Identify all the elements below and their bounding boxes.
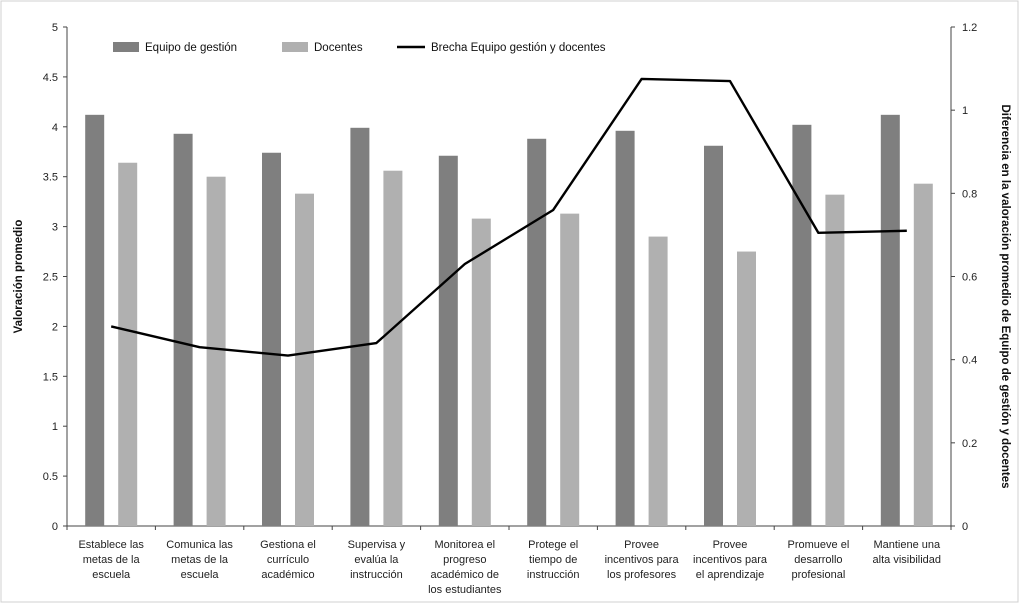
bar-equipo-gestion — [173, 133, 193, 526]
category-label-line: alta visibilidad — [873, 554, 941, 566]
category-label-line: Protege el — [528, 539, 578, 551]
category-label-line: Mantiene una — [873, 539, 941, 551]
category-label-line: los estudiantes — [428, 584, 502, 596]
y2-tick-label: 0.8 — [962, 188, 977, 200]
category-label-line: profesional — [791, 569, 845, 581]
y-tick-label: 5 — [52, 22, 58, 34]
bar-equipo-gestion — [792, 124, 812, 526]
category-label-line: Provee — [713, 539, 748, 551]
y2-tick-label: 0.6 — [962, 272, 977, 284]
bar-docentes — [118, 162, 138, 526]
legend-label-docentes: Docentes — [314, 42, 363, 54]
category-label: Protege el tiempo de instrucción — [527, 539, 580, 581]
y-tick-label: 0.5 — [43, 471, 58, 483]
bar-equipo-gestion — [438, 155, 458, 526]
category-label-line: académico de — [431, 569, 500, 581]
category-label: Establece las metas de la escuela — [78, 539, 144, 581]
y2-tick-label: 0.4 — [962, 355, 977, 367]
bar-equipo-gestion — [704, 145, 723, 526]
bar-docentes — [471, 218, 491, 526]
category-label: Mantiene una alta visibilidad — [873, 539, 941, 566]
bar-equipo-gestion — [527, 138, 547, 526]
category-label-line: Comunica las — [166, 539, 233, 551]
bar-docentes — [913, 183, 933, 526]
category-label: Comunica las metas de la escuela — [166, 539, 233, 581]
y-tick-label: 2.5 — [43, 272, 58, 284]
bar-equipo-gestion — [85, 114, 105, 526]
y2-tick-label: 0 — [962, 521, 968, 533]
category-label-line: currículo — [267, 554, 309, 566]
y-tick-label: 1 — [52, 421, 58, 433]
y2-tick-label: 1 — [962, 105, 968, 117]
category-label-line: Promueve el — [788, 539, 850, 551]
legend-label-equipo: Equipo de gestión — [145, 42, 237, 54]
category-label-line: instrucción — [527, 569, 580, 581]
bar-docentes — [383, 170, 403, 526]
category-label-line: tiempo de — [529, 554, 577, 566]
y-tick-label: 3.5 — [43, 172, 58, 184]
category-label-line: escuela — [181, 569, 220, 581]
category-label-line: Monitorea el — [435, 539, 496, 551]
bar-equipo-gestion — [262, 152, 281, 527]
y2-tick-label: 0.2 — [962, 438, 977, 450]
legend-label-brecha: Brecha Equipo gestión y docentes — [431, 42, 606, 54]
category-label-line: progreso — [443, 554, 486, 566]
bar-docentes — [825, 194, 845, 526]
category-label-line: el aprendizaje — [696, 569, 765, 581]
category-label-line: metas de la — [171, 554, 229, 566]
category-label-line: desarrollo — [794, 554, 842, 566]
category-label: Provee incentivos para el aprendizaje — [693, 539, 768, 581]
category-label: Monitorea el progreso académico de los estu… — [428, 539, 502, 596]
y2-tick-label: 1.2 — [962, 22, 977, 34]
category-label-line: incentivos para — [605, 554, 680, 566]
category-label-line: los profesores — [607, 569, 677, 581]
category-label-line: Supervisa y — [348, 539, 406, 551]
category-label: Supervisa y evalúa la instrucción — [348, 539, 406, 581]
category-label: Gestiona el currículo académico — [260, 539, 316, 581]
y2-axis-title: Diferencia en la valoración promedio de … — [999, 104, 1011, 488]
category-label-line: metas de la — [83, 554, 141, 566]
brecha-line — [110, 77, 907, 357]
y-axis-title: Valoración promedio — [13, 220, 25, 334]
category-label-line: instrucción — [350, 569, 403, 581]
category-label-line: Provee — [624, 539, 659, 551]
y-tick-label: 2 — [52, 321, 58, 333]
y-tick-label: 1.5 — [43, 371, 58, 383]
category-label: Promueve el desarrollo profesional — [788, 539, 850, 581]
category-label-line: académico — [261, 569, 314, 581]
y-tick-label: 4.5 — [43, 72, 58, 84]
bar-equipo-gestion — [880, 114, 900, 526]
bar-docentes — [648, 236, 668, 526]
bar-equipo-gestion — [615, 130, 635, 527]
category-label-line: incentivos para — [693, 554, 768, 566]
legend: Equipo de gestión Docentes Brecha Equipo g… — [113, 42, 606, 54]
category-label-line: Establece las — [78, 539, 144, 551]
bar-equipo-gestion — [350, 127, 370, 526]
bar-docentes — [206, 176, 226, 526]
category-label-line: Gestiona el — [260, 539, 316, 551]
category-label: Provee incentivos para los profesores — [605, 539, 680, 581]
category-label-line: escuela — [92, 569, 131, 581]
bar-docentes — [295, 193, 314, 526]
legend-swatch-equipo — [113, 42, 139, 52]
category-label-line: evalúa la — [354, 554, 399, 566]
y-tick-label: 4 — [52, 122, 58, 134]
legend-swatch-docentes — [282, 42, 308, 52]
y-tick-label: 0 — [52, 521, 58, 533]
bar-docentes — [737, 251, 756, 527]
y-tick-label: 3 — [52, 222, 58, 234]
bar-docentes — [560, 213, 580, 526]
